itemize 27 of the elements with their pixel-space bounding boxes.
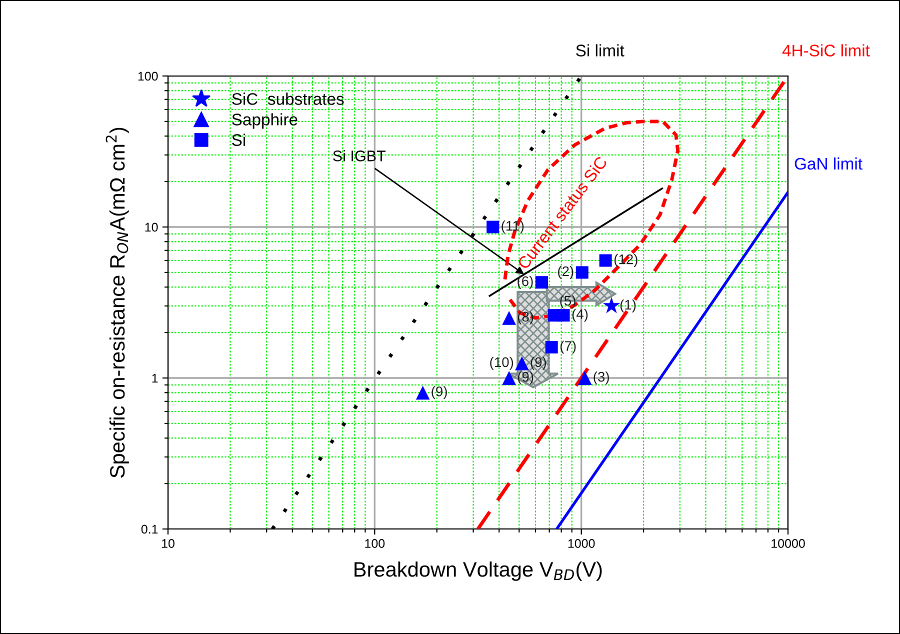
annotation: (7) [560,340,576,354]
series-label: 4H-SiC limit [782,44,870,56]
x-tick-label: 10 [162,539,174,548]
legend-label: SiC substrates [232,92,344,105]
y-tick-label: 10 [145,222,158,232]
legend-label: Si [232,134,246,146]
series-label: Si limit [576,44,624,56]
x-tick-label: 1000 [568,539,595,548]
annotation: (10) [490,356,514,370]
y-tick-label: 100 [138,72,158,81]
annotation: (8) [518,311,534,324]
annotation: (9) [518,372,534,384]
text: Si IGBT [333,150,386,162]
x-tick-label: 100 [365,539,385,548]
x-tick-label: 10000 [772,539,805,548]
annotation: (4) [572,308,588,322]
y-axis-title: Specific on-resistance R$_{ON}$A(mΩ cm$^{2}$) [106,128,129,478]
annotation: (9) [530,356,546,370]
annotation: (3) [594,372,609,384]
annotation: (1) [620,299,636,312]
y-tick-label: 0.1 [141,524,158,534]
annotation: (6) [518,276,533,289]
annotation: (5) [560,295,576,308]
y-tick-label: 1 [152,374,158,383]
legend-label: Sapphire [232,113,298,129]
x-axis-title: Breakdown Voltage V$_{BD}$(V) [354,561,602,581]
series-label: GaN limit [794,157,862,170]
